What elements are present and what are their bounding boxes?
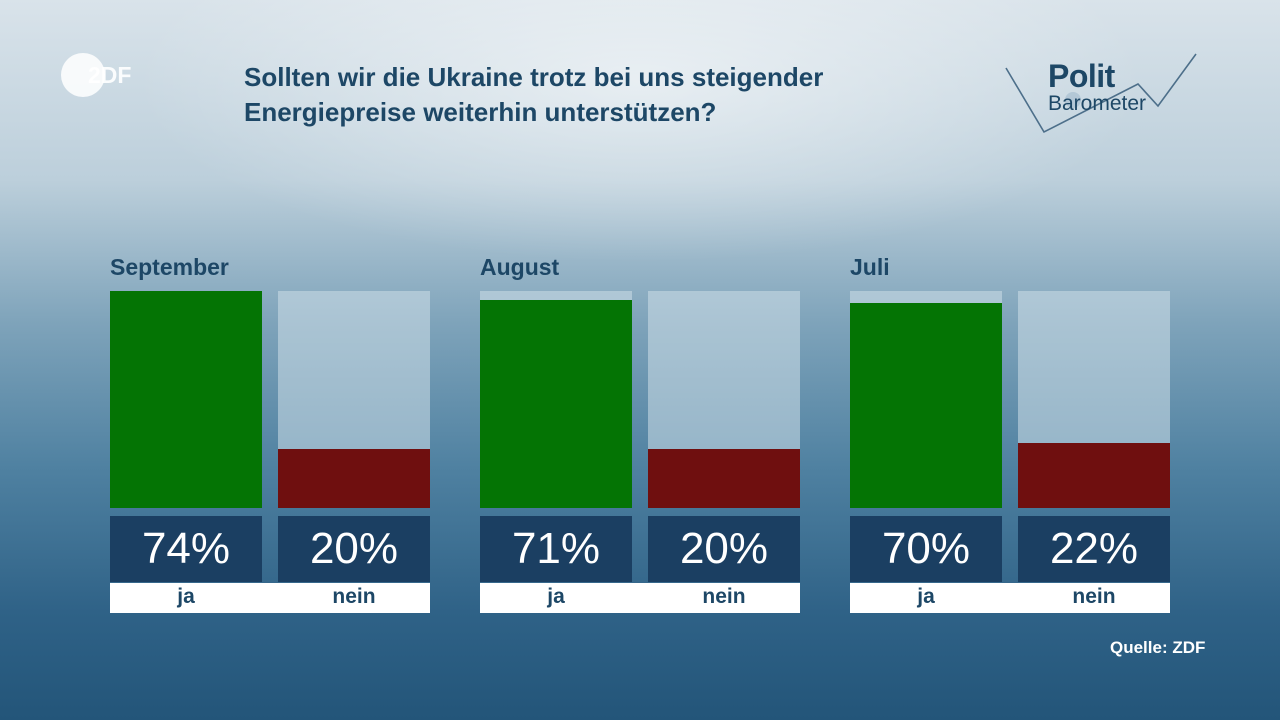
category-label-nein: nein xyxy=(332,585,376,608)
bar-track-nein xyxy=(648,291,800,508)
bar-track-ja xyxy=(480,291,632,508)
group-label-juli: Juli xyxy=(850,254,890,280)
value-label-ja-september: 74% xyxy=(110,516,262,582)
bar-nein-september xyxy=(278,449,430,508)
bar-track-ja xyxy=(850,291,1002,508)
group-label-august: August xyxy=(480,254,560,280)
politbarometer-logo: Polit Barometer xyxy=(1000,48,1200,138)
category-label-ja: ja xyxy=(917,585,935,608)
value-label-nein-september: 20% xyxy=(278,516,430,582)
bar-track-ja xyxy=(110,291,262,508)
logo-barometer-text: Barometer xyxy=(1048,92,1147,115)
logo-polit-text: Polit xyxy=(1048,58,1115,94)
category-label-nein: nein xyxy=(702,585,746,608)
bar-ja-september xyxy=(110,291,262,508)
bar-track-nein xyxy=(1018,291,1170,508)
zdf-logo: 2DF xyxy=(60,52,150,98)
category-label-strip xyxy=(110,583,430,613)
group-label-september: September xyxy=(110,254,229,280)
value-label-ja-juli: 70% xyxy=(850,516,1002,582)
title-line-1: Sollten wir die Ukraine trotz bei uns st… xyxy=(244,62,824,92)
bar-nein-juli xyxy=(1018,443,1170,508)
title-line-2: Energiepreise weiterhin unterstützen? xyxy=(244,97,717,127)
zdf-logo-text: 2DF xyxy=(88,62,131,88)
value-label-nein-juli: 22% xyxy=(1018,516,1170,582)
bar-nein-august xyxy=(648,449,800,508)
bar-ja-august xyxy=(480,300,632,508)
category-label-nein: nein xyxy=(1072,585,1116,608)
value-label-ja-august: 71% xyxy=(480,516,632,582)
category-label-strip xyxy=(480,583,800,613)
category-label-strip xyxy=(850,583,1170,613)
source-note: Quelle: ZDF xyxy=(1110,638,1206,657)
bar-track-nein xyxy=(278,291,430,508)
category-label-ja: ja xyxy=(177,585,195,608)
bar-ja-juli xyxy=(850,303,1002,508)
category-label-ja: ja xyxy=(547,585,565,608)
chart-title: Sollten wir die Ukraine trotz bei uns st… xyxy=(244,60,964,130)
value-label-nein-august: 20% xyxy=(648,516,800,582)
